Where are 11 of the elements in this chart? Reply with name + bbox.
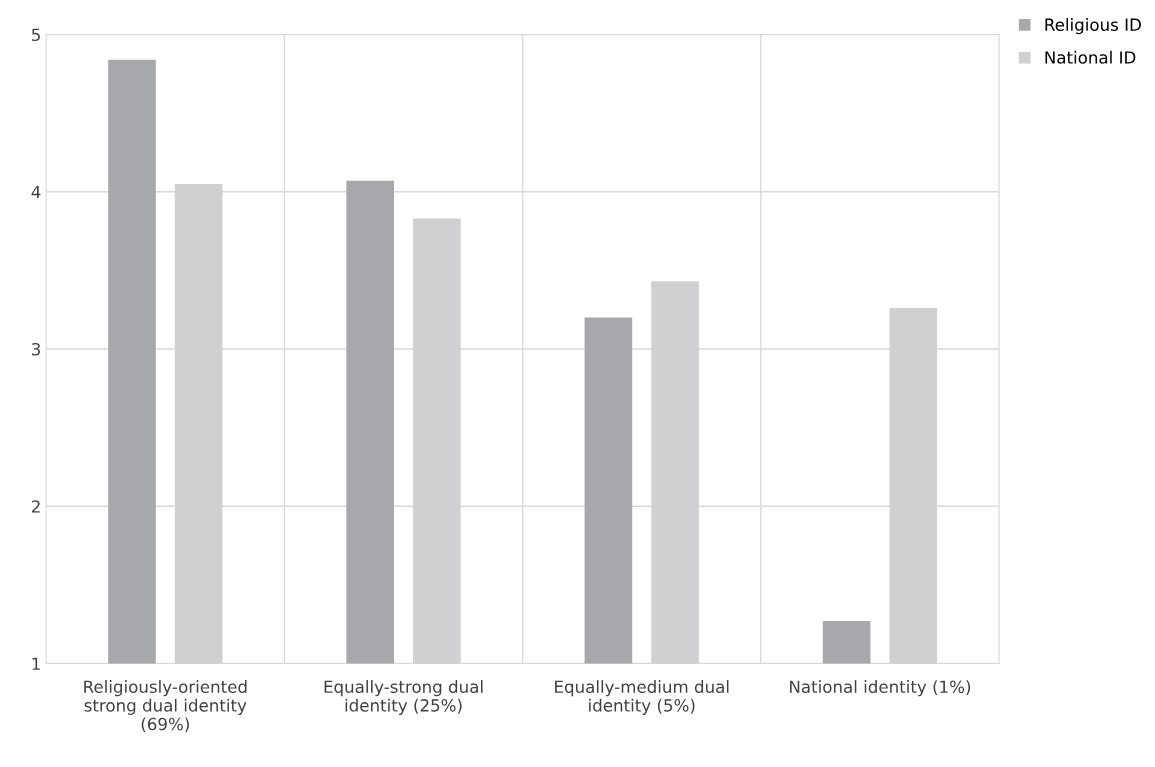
y-tick-label: 1 [32,657,40,670]
y-tick-label: 5 [32,28,40,42]
y-tick-label: 3 [32,342,40,356]
legend-label: National ID [1045,50,1136,64]
x-tick-label: Religiously-oriented strong dual identity (69%) [84,680,247,733]
x-tick-label: Equally-strong dual identity (25%) [324,680,483,715]
legend-label: Religious ID [1045,18,1141,35]
y-tick-label: 2 [31,500,40,513]
x-tick-label: National identity (1%) [790,680,971,697]
y-tick-label: 4 [31,185,41,199]
x-tick-label: Equally-medium dual identity (5%) [555,680,729,715]
